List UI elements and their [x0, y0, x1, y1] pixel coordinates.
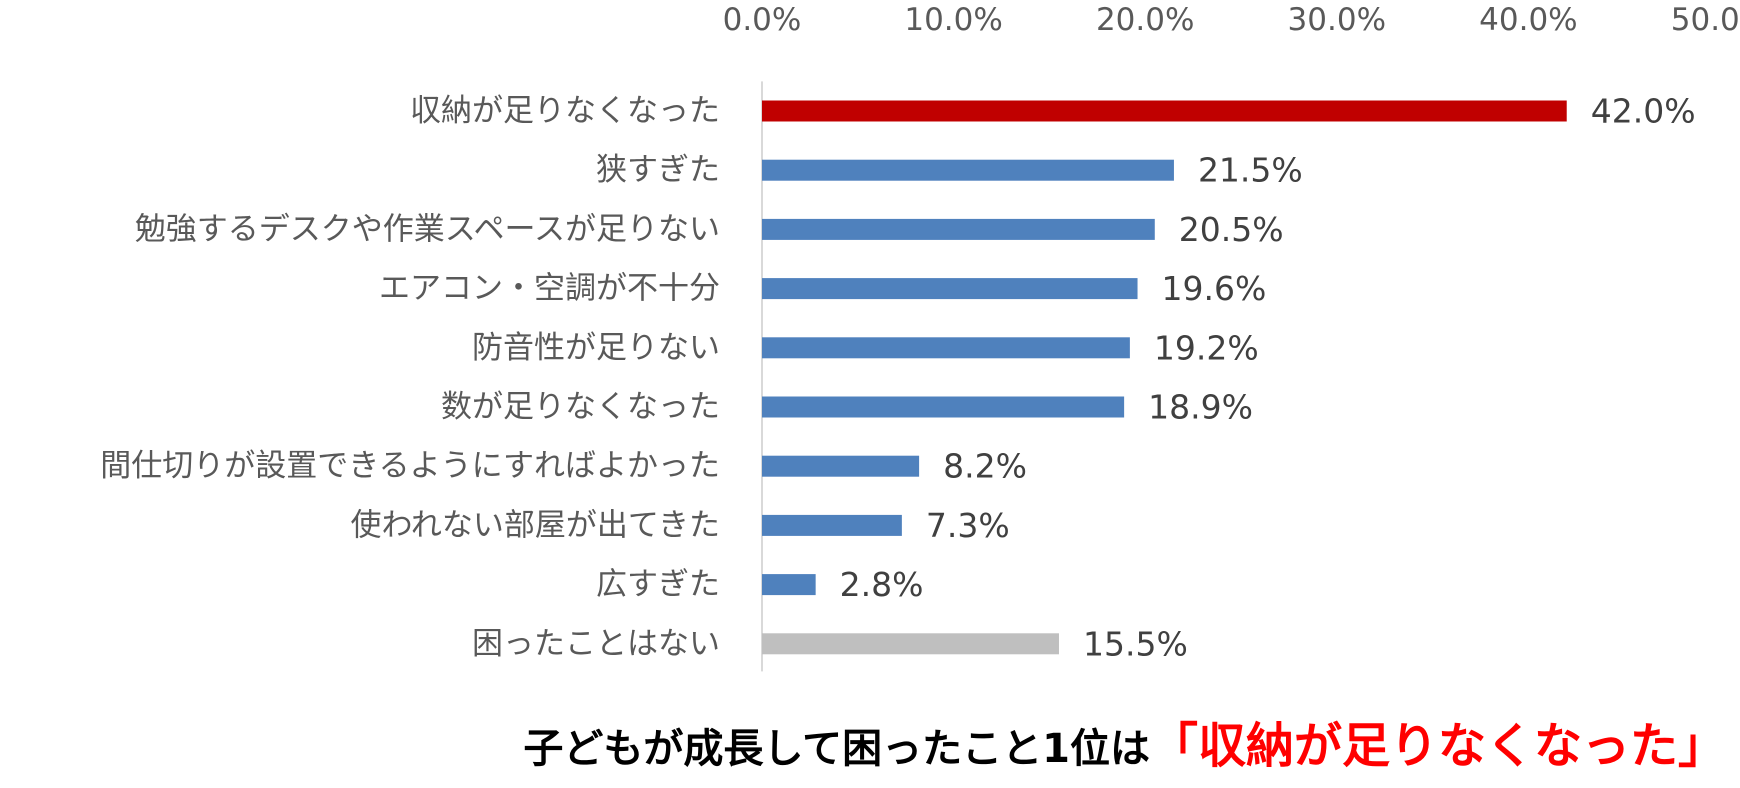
bar — [762, 218, 1155, 240]
bar — [762, 278, 1138, 300]
x-tick-label: 40.0% — [1479, 2, 1577, 38]
category-label: 使われない部屋が出てきた — [350, 507, 720, 543]
value-label: 42.0% — [1591, 92, 1696, 131]
bar — [762, 100, 1567, 122]
category-label: 収納が足りなくなった — [410, 93, 720, 129]
value-label: 20.5% — [1179, 210, 1284, 249]
category-label: 広すぎた — [596, 567, 720, 603]
x-tick-label: 0.0% — [723, 2, 802, 38]
value-label: 21.5% — [1198, 151, 1303, 190]
category-label: 数が足りなくなった — [441, 389, 720, 425]
category-label: 勉強するデスクや作業スペースが足りない — [135, 211, 720, 247]
value-label: 8.2% — [943, 447, 1027, 486]
x-tick-label: 10.0% — [904, 2, 1002, 38]
value-label: 19.6% — [1162, 269, 1267, 308]
chart-caption: 子どもが成長して困ったこと1位は「収納が足りなくなった」 — [0, 706, 1726, 776]
category-label: 困ったことはない — [472, 626, 720, 662]
category-labels: 収納が足りなくなった狭すぎた勉強するデスクや作業スペースが足りないエアコン・空調… — [100, 93, 720, 662]
bar — [762, 574, 816, 596]
x-tick-label: 50.0% — [1671, 2, 1740, 38]
bar — [762, 514, 902, 536]
category-label: 防音性が足りない — [472, 330, 720, 366]
category-label: 間仕切りが設置できるようにすればよかった — [100, 448, 720, 484]
category-label: 狭すぎた — [596, 152, 720, 188]
category-label: エアコン・空調が不十分 — [379, 271, 720, 307]
value-labels: 42.0% 21.5% 20.5% 19.6% 19.2% 18.9% 8.2% 7.3%2.… — [840, 92, 1696, 664]
value-label: 2.8% — [840, 565, 924, 604]
caption-highlight: 「収納が足りなくなった」 — [1149, 718, 1726, 774]
value-label: 18.9% — [1148, 388, 1253, 427]
bar — [762, 633, 1059, 655]
bar — [762, 455, 920, 477]
caption-main: 子どもが成長して困ったこと1位は — [523, 726, 1150, 772]
bars — [762, 100, 1567, 655]
bar — [762, 159, 1174, 181]
value-label: 7.3% — [926, 506, 1010, 545]
x-tick-label: 20.0% — [1096, 2, 1194, 38]
bar — [762, 337, 1130, 359]
x-axis-ticks: 0.0% 10.0% 20.0% 30.0% 40.0% 50.0% — [723, 2, 1740, 38]
bar — [762, 396, 1125, 418]
x-tick-label: 30.0% — [1288, 2, 1386, 38]
value-label: 15.5% — [1083, 624, 1188, 663]
value-label: 19.2% — [1154, 328, 1259, 367]
